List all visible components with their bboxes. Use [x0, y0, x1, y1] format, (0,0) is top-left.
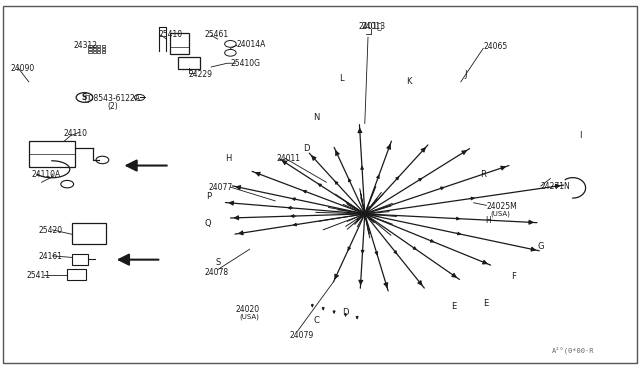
Text: 25411: 25411 [27, 271, 51, 280]
Text: F: F [511, 272, 516, 280]
Text: H: H [485, 217, 491, 225]
Text: 24110A: 24110A [32, 170, 61, 179]
Bar [72, 223, 106, 244]
Bar [72, 254, 88, 265]
Text: A²°(0*00·R: A²°(0*00·R [552, 347, 594, 354]
Text: 24312: 24312 [74, 41, 98, 50]
Text: (USA): (USA) [490, 211, 510, 217]
Text: S: S [216, 258, 221, 267]
Text: 24229: 24229 [189, 70, 212, 79]
Bar [29, 141, 75, 167]
Text: 24078: 24078 [205, 268, 229, 277]
Text: C: C [314, 316, 319, 325]
Bar [88, 45, 92, 47]
Text: K: K [406, 77, 412, 86]
Text: Q: Q [205, 219, 211, 228]
Text: 24271N: 24271N [541, 182, 570, 191]
Text: 24090: 24090 [11, 64, 35, 73]
Text: D: D [342, 308, 349, 317]
Text: P: P [206, 192, 211, 201]
Text: I: I [579, 131, 582, 140]
Text: 24161: 24161 [38, 252, 63, 261]
Text: 24013: 24013 [362, 22, 386, 31]
Text: 2401㎻: 2401㎻ [358, 22, 382, 31]
Text: S: S [82, 93, 87, 102]
Bar [88, 48, 92, 50]
Bar [93, 51, 96, 53]
Text: 24011: 24011 [276, 154, 301, 163]
Text: 24110: 24110 [64, 129, 88, 138]
Text: G: G [538, 242, 544, 251]
Bar [97, 48, 100, 50]
Bar [93, 45, 96, 47]
Text: N: N [314, 113, 320, 122]
Bar [97, 51, 100, 53]
Text: 24079: 24079 [290, 331, 314, 340]
Text: J: J [464, 70, 467, 79]
Text: 24014A: 24014A [237, 40, 266, 49]
Text: 24065: 24065 [483, 42, 508, 51]
Text: L: L [339, 74, 344, 83]
Text: H: H [225, 154, 232, 163]
Text: 25420: 25420 [38, 226, 63, 235]
Text: 24020: 24020 [236, 305, 260, 314]
Text: 25461: 25461 [205, 30, 229, 39]
Bar [67, 269, 86, 280]
Text: E: E [483, 299, 488, 308]
Text: (USA): (USA) [239, 314, 259, 320]
Text: Ⓝ08543-6122A: Ⓝ08543-6122A [84, 93, 141, 102]
Text: R: R [480, 170, 486, 179]
Text: (2): (2) [108, 102, 118, 110]
Bar [93, 48, 96, 50]
Bar [88, 51, 92, 53]
Text: 25410: 25410 [159, 30, 183, 39]
Bar [178, 57, 200, 69]
Bar [102, 48, 105, 50]
Text: 24025M: 24025M [486, 202, 517, 211]
Text: 25410G: 25410G [230, 60, 260, 68]
Text: E: E [451, 302, 456, 311]
Text: D: D [303, 144, 310, 153]
Bar [102, 45, 105, 47]
Bar [102, 51, 105, 53]
Bar [170, 33, 189, 54]
Text: 24077: 24077 [209, 183, 233, 192]
Bar [97, 45, 100, 47]
